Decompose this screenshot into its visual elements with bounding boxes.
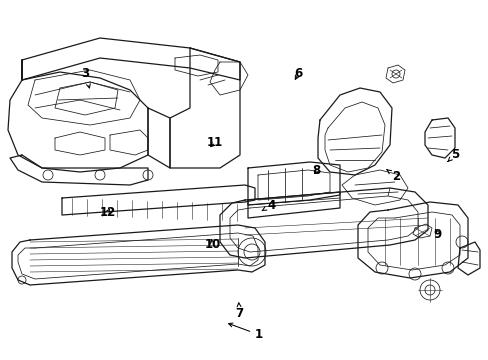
Text: 6: 6 bbox=[294, 67, 302, 80]
Text: 2: 2 bbox=[386, 170, 399, 183]
Text: 9: 9 bbox=[433, 228, 441, 240]
Text: 10: 10 bbox=[204, 238, 221, 251]
Text: 3: 3 bbox=[81, 67, 90, 88]
Text: 1: 1 bbox=[228, 323, 263, 341]
Text: 4: 4 bbox=[262, 199, 275, 212]
Text: 12: 12 bbox=[99, 206, 116, 219]
Text: 11: 11 bbox=[206, 136, 223, 149]
Text: 5: 5 bbox=[447, 148, 458, 162]
Text: 7: 7 bbox=[235, 303, 243, 320]
Text: 8: 8 bbox=[312, 165, 320, 177]
